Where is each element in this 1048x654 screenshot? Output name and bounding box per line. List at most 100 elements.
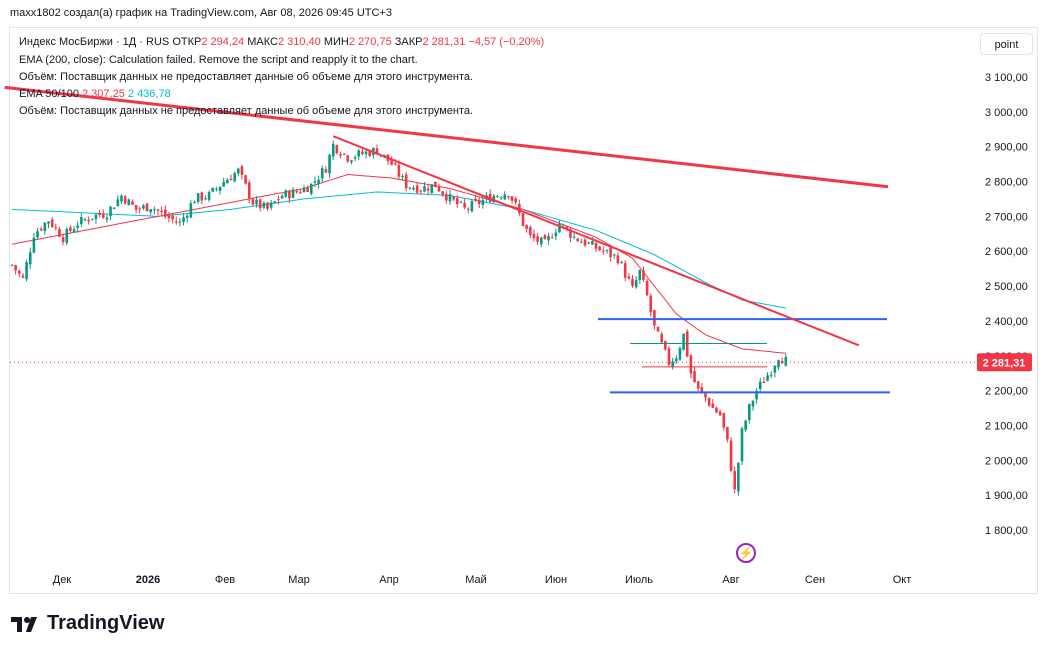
candle-body: [748, 404, 751, 421]
candle-body: [357, 150, 361, 157]
candle-body: [54, 227, 58, 229]
candle-body: [437, 186, 441, 192]
candle-body: [404, 174, 408, 189]
ema100-line: [11, 191, 786, 309]
x-tick-label: Окт: [893, 574, 912, 586]
candle-body: [459, 201, 463, 203]
candle-body: [25, 262, 28, 280]
candle-body: [521, 213, 525, 226]
candle-body: [408, 187, 412, 189]
candle-body: [123, 196, 127, 204]
candle-body: [295, 191, 298, 193]
candle-body: [634, 280, 638, 288]
candle-body: [539, 237, 543, 245]
candle-body: [339, 154, 342, 156]
legend-volume-1[interactable]: Объём: Поставщик данных не предоставляет…: [19, 71, 474, 83]
candle-body: [598, 246, 601, 251]
candle-body: [112, 207, 116, 210]
candle-body: [353, 157, 357, 159]
candle-body: [740, 428, 744, 462]
candle-body: [554, 232, 558, 237]
candle-body: [346, 155, 350, 162]
candle-body: [237, 168, 240, 174]
candle-body: [419, 190, 423, 192]
candle-body: [656, 326, 660, 332]
candle-body: [576, 238, 580, 242]
candle-body: [769, 374, 773, 376]
candle-body: [200, 192, 204, 201]
candle-body: [280, 195, 284, 199]
candle-body: [138, 208, 142, 210]
candle-body: [131, 201, 134, 205]
y-tick-label: 2 100,00: [985, 420, 1028, 432]
y-tick-label: 2 600,00: [985, 246, 1028, 258]
candle-body: [69, 227, 72, 231]
candle-body: [660, 333, 663, 343]
candle-body: [36, 231, 39, 238]
candle-body: [415, 185, 419, 193]
candle-body: [390, 160, 393, 165]
y-tick-label: 2 900,00: [985, 142, 1028, 154]
candle-body: [149, 209, 152, 213]
candle-body: [273, 201, 277, 204]
candle-body: [101, 213, 105, 218]
candle-body: [193, 202, 196, 204]
legend-ema50-100[interactable]: EMA 50/100 2 307,25 2 436,78: [19, 88, 171, 100]
candle-body: [737, 462, 740, 492]
candle-body: [565, 226, 569, 229]
candle-body: [671, 361, 674, 368]
candle-body: [76, 225, 79, 228]
point-button[interactable]: point: [980, 33, 1033, 55]
ema100-value: 2 436,78: [127, 88, 171, 100]
candle-body: [558, 223, 561, 233]
candle-body: [594, 242, 598, 249]
x-tick-label: Июн: [545, 574, 567, 586]
legend-ema200[interactable]: EMA (200, close): Calculation failed. Re…: [19, 54, 418, 66]
tradingview-brand[interactable]: TradingView: [11, 612, 164, 635]
candle-body: [773, 365, 777, 373]
legend-symbol[interactable]: Индекс МосБиржи · 1Д · RUS: [19, 36, 170, 48]
candle-body: [649, 295, 653, 313]
candle-body: [98, 212, 101, 216]
candle-body: [207, 191, 211, 200]
candle-body: [324, 169, 328, 173]
candle-body: [401, 175, 404, 178]
candle-body: [164, 209, 167, 217]
candle-body: [434, 181, 437, 188]
candle-body: [729, 440, 733, 472]
candle-body: [178, 221, 182, 223]
candle-body: [696, 381, 700, 389]
x-tick-label: Мар: [288, 574, 310, 586]
candle-body: [50, 219, 54, 227]
candle-body: [518, 204, 521, 214]
candle-body: [61, 237, 65, 242]
candle-body: [174, 221, 178, 223]
x-tick-label: Фев: [215, 574, 235, 586]
candle-body: [156, 209, 160, 211]
candle-body: [667, 348, 671, 365]
candle-body: [350, 160, 353, 163]
legend-volume-2[interactable]: Объём: Поставщик данных не предоставляет…: [19, 105, 474, 117]
candle-body: [247, 182, 251, 199]
candle-body: [335, 145, 339, 154]
candle-body: [189, 203, 193, 218]
candle-body: [645, 281, 649, 296]
trendline: [332, 135, 860, 347]
candle-body: [499, 197, 503, 199]
candle-body: [364, 151, 368, 155]
candle-body: [94, 214, 98, 220]
lightning-icon[interactable]: ⚡: [736, 543, 756, 563]
candle-body: [441, 191, 444, 195]
candle-body: [456, 198, 459, 205]
last-price-label: 2 281,31: [983, 357, 1026, 369]
candle-body: [361, 151, 364, 154]
candle-body: [226, 179, 229, 184]
candle-body: [291, 189, 295, 198]
candle-body: [602, 250, 605, 252]
candle-body: [91, 218, 94, 220]
candle-body: [777, 360, 780, 368]
candle-body: [492, 195, 496, 203]
candle-body: [758, 381, 762, 389]
candle-body: [310, 183, 313, 194]
